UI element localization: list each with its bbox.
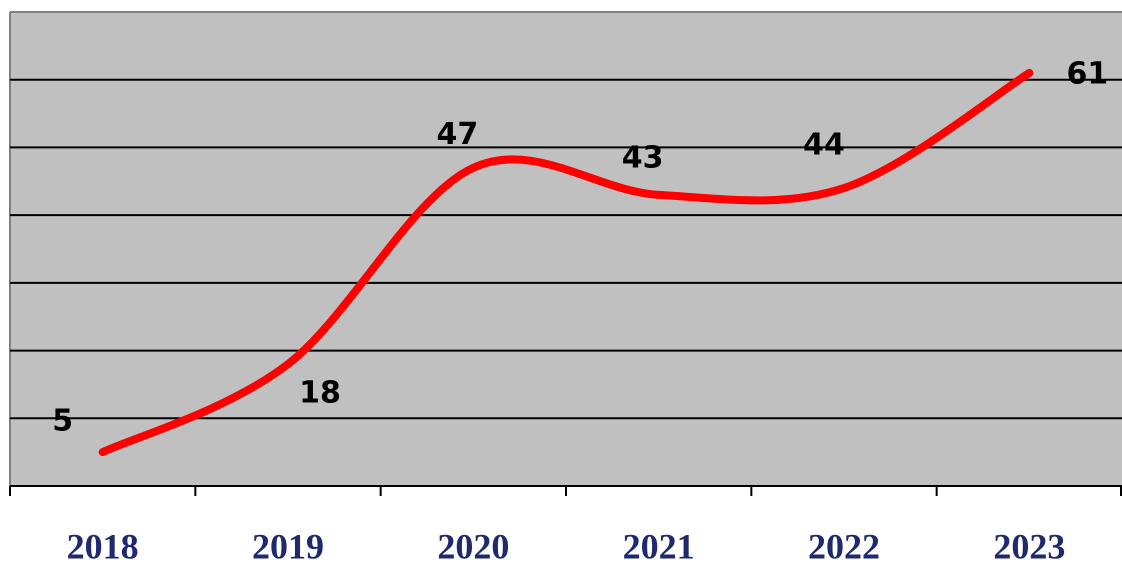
data-label: 18 [299,376,341,411]
x-tick-label: 2021 [623,526,695,566]
data-label: 5 [52,404,73,439]
x-tick-label: 2019 [252,526,324,566]
x-tick-label: 2018 [67,526,139,566]
x-tick-label: 2020 [437,526,509,566]
x-tick-label: 2023 [993,526,1065,566]
data-label: 44 [803,128,845,163]
data-label: 43 [622,140,664,175]
x-tick-label: 2022 [808,526,880,566]
plot-area [10,12,1122,486]
data-label: 47 [436,117,478,152]
line-series [98,68,1034,457]
data-label: 61 [1066,56,1108,91]
